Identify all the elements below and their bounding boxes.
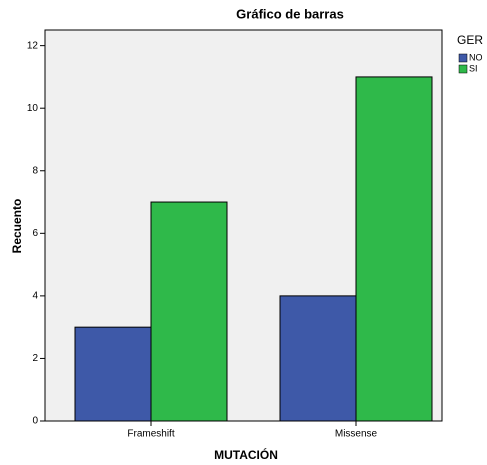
y-tick-label: 4: [32, 291, 38, 302]
legend-swatch: [458, 53, 468, 63]
legend-swatch: [458, 64, 468, 74]
y-tick-label: 10: [27, 103, 39, 114]
x-tick-label: Frameshift: [127, 429, 174, 440]
legend-label: SI: [469, 63, 478, 73]
y-tick-label: 8: [32, 165, 38, 176]
y-tick-label: 0: [32, 416, 38, 427]
y-axis-label: Recuento: [10, 199, 24, 254]
y-tick-label: 6: [32, 228, 38, 239]
bar: [74, 326, 152, 422]
bar: [355, 76, 433, 422]
legend-title: GER: [457, 33, 483, 47]
bar: [279, 295, 357, 422]
chart-title: Gráfico de barras: [236, 6, 344, 21]
y-tick-label: 2: [32, 353, 38, 364]
legend-label: NO: [469, 52, 483, 62]
y-tick-label: 12: [27, 40, 39, 51]
bar: [150, 201, 228, 422]
x-tick-label: Missense: [335, 429, 378, 440]
x-axis-label: MUTACIÓN: [214, 447, 278, 462]
